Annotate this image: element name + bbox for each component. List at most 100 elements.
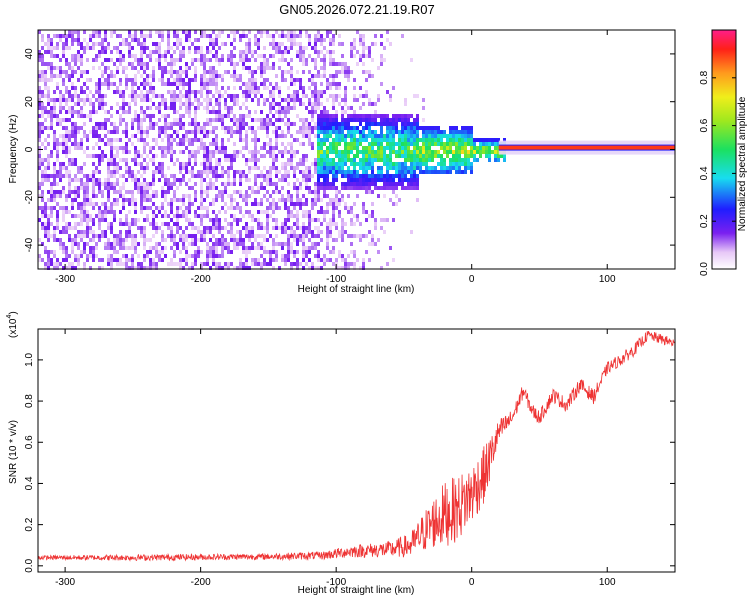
spectrogram-cell: [323, 158, 326, 162]
spectrogram-cell: [209, 150, 212, 154]
spectrogram-cell: [413, 134, 416, 138]
spectrogram-cell: [392, 186, 395, 190]
spectrogram-cell: [173, 198, 176, 202]
spectrogram-cell: [209, 118, 212, 122]
spectrogram-cell: [200, 170, 203, 174]
spectrogram-cell: [176, 206, 179, 210]
spectrogram-cell: [317, 94, 320, 98]
spectrogram-cell: [329, 86, 332, 90]
spectrogram-cell: [224, 242, 227, 246]
spectrogram-cell: [290, 158, 293, 162]
spectrogram-cell: [182, 246, 185, 250]
spectrogram-cell: [164, 114, 167, 118]
spectrogram-cell: [188, 162, 191, 166]
spectrogram-cell: [269, 122, 272, 126]
spectrogram-cell: [218, 158, 221, 162]
spectrogram-cell: [227, 266, 230, 270]
spectrogram-cell: [305, 154, 308, 158]
spectrogram-cell: [41, 106, 44, 110]
spectrogram-cell: [212, 30, 215, 34]
spectrogram-cell: [311, 114, 314, 118]
spectrogram-cell: [281, 166, 284, 170]
spectrogram-cell: [356, 98, 359, 102]
spectrogram-cell: [155, 254, 158, 258]
spectrogram-cell: [221, 122, 224, 126]
spectrogram-cell: [464, 138, 467, 142]
spectrogram-cell: [191, 222, 194, 226]
spectrogram-cell: [161, 70, 164, 74]
spectrogram-cell: [239, 34, 242, 38]
spectrogram-cell: [389, 138, 392, 142]
spectrogram-cell: [266, 30, 269, 34]
spectrogram-cell: [80, 70, 83, 74]
spectrogram-cell: [389, 122, 392, 126]
spectrogram-cell: [239, 242, 242, 246]
spectrogram-cell: [338, 230, 341, 234]
spectrogram-cell: [296, 226, 299, 230]
spectrogram-cell: [209, 130, 212, 134]
spectrogram-cell: [329, 118, 332, 122]
spectrogram-cell: [365, 94, 368, 98]
spectrogram-cell: [362, 42, 365, 46]
spectrogram-cell: [74, 174, 77, 178]
spectrogram-cell: [320, 94, 323, 98]
spectrogram-cell: [188, 114, 191, 118]
spectrogram-cell: [338, 94, 341, 98]
spectrogram-cell: [299, 42, 302, 46]
spectrogram-cell: [44, 42, 47, 46]
spectrogram-cell: [164, 178, 167, 182]
spectrogram-cell: [86, 86, 89, 90]
spectrogram-cell: [209, 110, 212, 114]
spectrogram-cell: [110, 202, 113, 206]
spectrogram-cell: [251, 150, 254, 154]
spectrogram-cell: [434, 150, 437, 154]
spectrogram-cell: [182, 134, 185, 138]
spectrogram-cell: [248, 186, 251, 190]
spectrogram-cell: [170, 146, 173, 150]
spectrogram-cell: [89, 226, 92, 230]
spectrogram-cell: [329, 250, 332, 254]
spectrogram-cell: [281, 118, 284, 122]
spectrogram-cell: [263, 154, 266, 158]
spectrogram-cell: [251, 54, 254, 58]
spectrogram-cell: [263, 166, 266, 170]
spectrogram-cell: [317, 158, 320, 162]
spectrogram-cell: [77, 178, 80, 182]
spectrogram-cell: [308, 122, 311, 126]
spectrogram-cell: [254, 94, 257, 98]
spectrogram-cell: [89, 34, 92, 38]
spectrogram-cell: [392, 162, 395, 166]
spectrogram-cell: [407, 134, 410, 138]
spectrogram-cell: [53, 142, 56, 146]
spectrogram-cell: [362, 162, 365, 166]
spectrogram-cell: [329, 218, 332, 222]
spectrogram-cell: [107, 142, 110, 146]
spectrogram-cell: [257, 42, 260, 46]
spectrogram-cell: [332, 150, 335, 154]
spectrogram-cell: [338, 130, 341, 134]
spectrogram-cell: [104, 134, 107, 138]
spectrogram-cell: [170, 182, 173, 186]
spectrogram-cell: [44, 106, 47, 110]
spectrogram-cell: [341, 186, 344, 190]
spectrogram-cell: [188, 154, 191, 158]
spectrogram-cell: [155, 206, 158, 210]
spectrogram-cell: [314, 126, 317, 130]
spectrogram-cell: [221, 166, 224, 170]
spectrogram-cell: [449, 170, 452, 174]
spectrogram-cell: [281, 70, 284, 74]
spectrogram-cell: [323, 110, 326, 114]
spectrogram-cell: [371, 158, 374, 162]
spectrogram-cell: [368, 158, 371, 162]
spectrogram-cell: [122, 146, 125, 150]
spectrogram-cell: [206, 134, 209, 138]
spectrogram-cell: [269, 214, 272, 218]
snr-y-label: SNR (10 * v/v): [8, 420, 19, 484]
spectrogram-cell: [329, 150, 332, 154]
spectrogram-cell: [377, 134, 380, 138]
spectrogram-cell: [305, 262, 308, 266]
spectrogram-cell: [368, 122, 371, 126]
spectrogram-cell: [167, 166, 170, 170]
spectrogram-cell: [155, 138, 158, 142]
spectrogram-cell: [44, 158, 47, 162]
